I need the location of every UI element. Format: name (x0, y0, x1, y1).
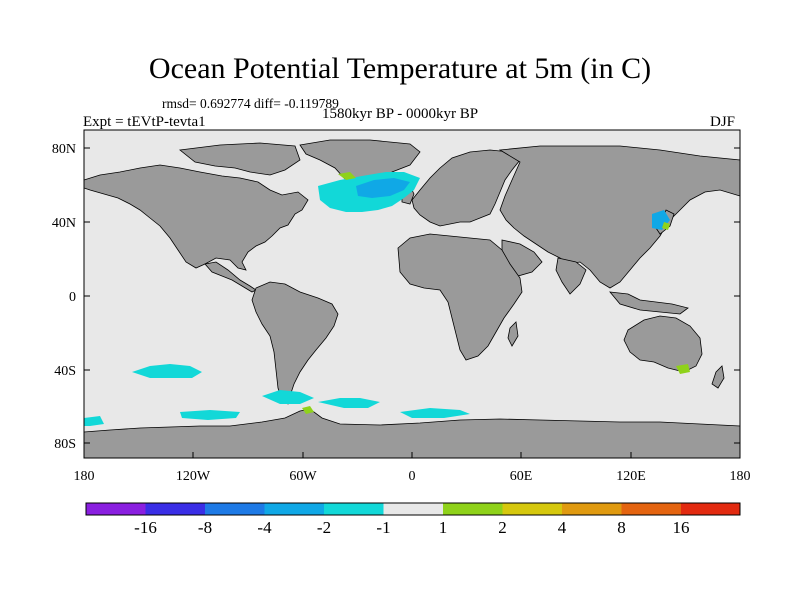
colorbar-label-3: -4 (257, 518, 272, 537)
colorbar (86, 503, 740, 515)
land-north-america (83, 164, 309, 271)
lon-label-120w: 120W (176, 469, 211, 484)
colorbar-label-6: 1 (439, 518, 448, 537)
land-new-zealand (711, 365, 725, 389)
land-africa (397, 233, 523, 361)
lon-label-180e: 180 (730, 469, 751, 484)
lat-label-40n: 40N (52, 216, 76, 231)
colorbar-swatch-7 (443, 503, 503, 515)
lon-label-60w: 60W (289, 469, 317, 484)
land-maritime-continent (609, 291, 689, 315)
season-label: DJF (710, 114, 736, 130)
colorbar-label-1: -16 (134, 518, 157, 537)
land-south-america (251, 281, 339, 405)
colorbar-swatch-2 (145, 503, 205, 515)
stats-text: rmsd= 0.692774 diff= -0.119789 (162, 96, 339, 111)
colorbar-label-5: -1 (376, 518, 390, 537)
colorbar-label-8: 4 (558, 518, 567, 537)
lon-label-0: 0 (409, 469, 416, 484)
colorbar-swatch-6 (383, 503, 443, 515)
lon-label-60e: 60E (510, 469, 533, 484)
lat-label-40s: 40S (54, 364, 76, 379)
land-antarctica (83, 408, 741, 459)
colorbar-swatch-11 (681, 503, 740, 515)
pacific-sector-cold-patch (84, 416, 104, 426)
colorbar-swatch-5 (324, 503, 384, 515)
chart-title: Ocean Potential Temperature at 5m (in C) (148, 52, 652, 85)
south-atlantic-cold-patch (318, 398, 380, 408)
land-europe (411, 149, 521, 227)
colorbar-swatch-1 (86, 503, 146, 515)
lat-label-80n: 80N (52, 142, 76, 157)
antarctic-peninsula-warm-patch (302, 406, 314, 414)
land-arctic-canada (179, 142, 301, 176)
period-label: 1580kyr BP - 0000kyr BP (322, 106, 479, 122)
anomaly-patches (84, 172, 690, 426)
land-india (555, 257, 587, 295)
southern-ocean-cold-patch (180, 410, 240, 420)
colorbar-label-10: 16 (673, 518, 690, 537)
australia-warm-patch (676, 364, 690, 374)
indian-southern-cold-patch (400, 408, 470, 418)
lat-label-0: 0 (69, 290, 76, 305)
japan-warm-patch (662, 222, 670, 230)
land-australia (623, 315, 703, 373)
colorbar-frame (85, 502, 741, 516)
lon-ticks (83, 452, 741, 458)
colorbar-label-7: 2 (498, 518, 507, 537)
south-pacific-cold-patch (132, 364, 202, 378)
colorbar-swatch-3 (205, 503, 265, 515)
land-madagascar (507, 321, 519, 347)
colorbar-swatch-4 (264, 503, 324, 515)
colorbar-swatch-8 (502, 503, 562, 515)
lon-label-180w: 180 (74, 469, 95, 484)
north-atlantic-cool-core (356, 178, 410, 198)
colorbar-swatch-9 (562, 503, 622, 515)
lon-label-120e: 120E (616, 469, 646, 484)
lat-ticks (84, 147, 740, 444)
greenland-warm-patch (338, 172, 356, 180)
colorbar-label-2: -8 (198, 518, 212, 537)
land-central-america (204, 261, 257, 293)
lat-label-80s: 80S (54, 437, 76, 452)
colorbar-label-9: 8 (617, 518, 626, 537)
drake-cold-patch (262, 390, 314, 404)
colorbar-swatch-10 (621, 503, 681, 515)
colorbar-label-4: -2 (317, 518, 331, 537)
land-asia (498, 145, 741, 289)
experiment-label: Expt = tEVtP-tevta1 (83, 114, 206, 130)
